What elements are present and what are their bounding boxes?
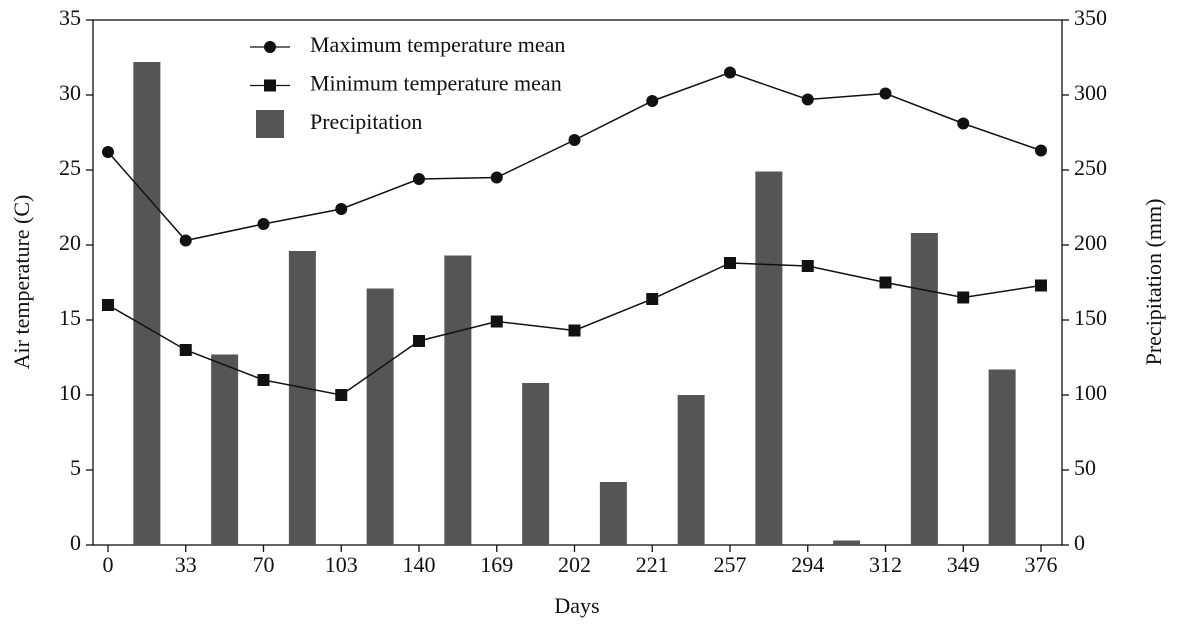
line	[107, 71, 1042, 242]
y2-tick-label: 200	[1074, 230, 1107, 255]
marker	[490, 171, 503, 184]
marker	[646, 95, 659, 107]
marker	[879, 87, 892, 100]
marker	[413, 335, 425, 347]
legend-marker	[264, 41, 276, 53]
legend-label: Precipitation	[310, 109, 422, 134]
y-tick-label: 25	[59, 155, 81, 180]
x-tick-label: 140	[403, 552, 436, 577]
legend-label: Maximum temperature mean	[310, 32, 565, 57]
marker	[179, 344, 192, 356]
bar	[133, 62, 161, 545]
x-tick-label: 103	[325, 552, 358, 577]
marker	[801, 260, 814, 272]
marker	[335, 203, 348, 215]
y2-axis-label: Precipitation (mm)	[1141, 199, 1166, 366]
plot-frame	[92, 19, 1063, 546]
marker	[568, 134, 581, 146]
y-tick-label: 15	[59, 305, 81, 330]
y-tick-label: 20	[59, 230, 81, 255]
y2-tick-label: 350	[1074, 5, 1107, 30]
marker	[568, 324, 581, 337]
x-tick-label: 169	[480, 552, 513, 577]
bar	[755, 171, 783, 545]
y2-tick-label: 100	[1074, 380, 1107, 405]
bar	[677, 395, 705, 545]
x-tick-label: 221	[636, 552, 669, 577]
bar	[910, 233, 938, 545]
y-tick-label: 35	[59, 5, 81, 30]
y-tick-label: 30	[59, 80, 81, 105]
y-tick-label: 10	[59, 380, 81, 405]
y-axis-label: Air temperature (C)	[9, 195, 34, 370]
y2-tick-label: 0	[1074, 530, 1085, 555]
legend-marker	[264, 79, 276, 92]
marker	[257, 374, 270, 386]
marker	[179, 234, 192, 247]
x-tick-label: 312	[869, 552, 902, 577]
legend-swatch	[256, 110, 284, 138]
x-tick-label: 33	[175, 552, 197, 577]
y2-tick-label: 150	[1074, 305, 1107, 330]
bar	[988, 369, 1016, 545]
x-tick-label: 376	[1025, 552, 1058, 577]
marker	[335, 389, 348, 401]
marker	[102, 299, 114, 311]
y2-tick-label: 300	[1074, 80, 1107, 105]
marker	[646, 293, 659, 305]
bar	[444, 255, 472, 545]
bar	[522, 383, 550, 545]
marker	[801, 93, 814, 106]
y2-tick-label: 50	[1074, 455, 1096, 480]
y-tick-label: 5	[70, 455, 81, 480]
bar	[833, 540, 861, 545]
marker	[1035, 144, 1047, 157]
bar	[211, 354, 239, 545]
x-tick-label: 294	[791, 552, 824, 577]
y2-tick-label: 250	[1074, 155, 1107, 180]
marker	[490, 315, 503, 328]
marker	[724, 66, 736, 79]
bar	[599, 482, 627, 545]
x-tick-label: 0	[103, 552, 114, 577]
x-tick-label: 202	[558, 552, 591, 577]
marker	[957, 117, 970, 130]
marker	[1035, 279, 1047, 292]
y-tick-label: 0	[70, 530, 81, 555]
x-tick-label: 70	[253, 552, 275, 577]
bar	[366, 288, 394, 545]
marker	[102, 146, 114, 158]
marker	[957, 291, 970, 304]
legend-label: Minimum temperature mean	[310, 71, 562, 96]
marker	[413, 173, 425, 185]
marker	[724, 257, 736, 269]
x-tick-label: 349	[947, 552, 980, 577]
marker	[257, 218, 270, 230]
marker	[879, 276, 892, 289]
x-tick-label: 257	[714, 552, 747, 577]
bar	[288, 251, 316, 545]
x-axis-label: Days	[554, 593, 599, 618]
